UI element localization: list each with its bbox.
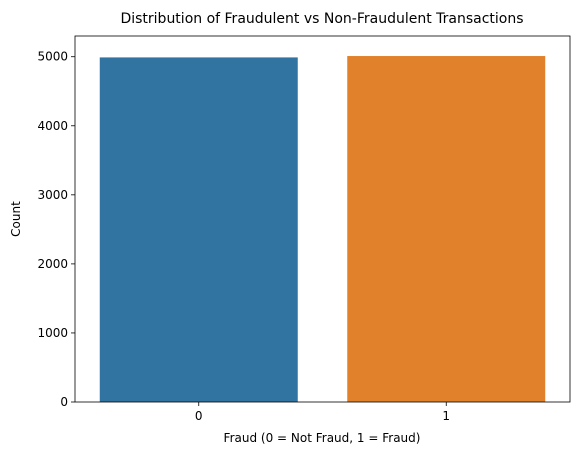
plot-frame (74, 35, 571, 403)
x-tick-label-1: 1 (442, 409, 450, 423)
y-tick-label-3000: 3000 (37, 188, 68, 202)
chart-title: Distribution of Fraudulent vs Non-Fraudu… (120, 11, 523, 27)
y-tick-label-5000: 5000 (37, 50, 68, 64)
bar-1 (347, 56, 546, 402)
y-tick-label-2000: 2000 (37, 257, 68, 271)
x-tick-label-0: 0 (195, 409, 203, 423)
bar-0 (99, 57, 298, 403)
y-tick-label-1000: 1000 (37, 326, 68, 340)
y-tick-label-4000: 4000 (37, 119, 68, 133)
x-axis-label: Fraud (0 = Not Fraud, 1 = Fraud) (224, 431, 421, 445)
y-axis-label: Count (9, 201, 23, 237)
y-axis-ticks: 0 1000 2000 3000 4000 5000 (37, 50, 75, 409)
bars-group (99, 56, 546, 403)
y-tick-label-0: 0 (60, 395, 68, 409)
